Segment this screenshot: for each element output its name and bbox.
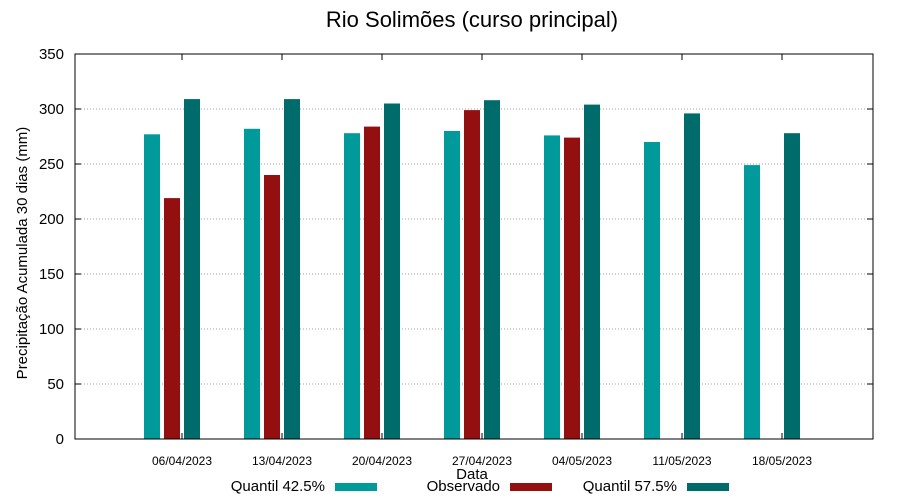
y-tick-label: 150 [39, 266, 64, 283]
y-tick-label: 100 [39, 321, 64, 338]
x-axis-label: Data [456, 466, 488, 483]
bars [144, 99, 800, 440]
legend-label: Quantil 57.5% [583, 478, 677, 495]
y-tick-label: 50 [47, 376, 64, 393]
bar [784, 133, 800, 439]
x-axis: 06/04/2023 13/04/2023 20/04/2023 27/04/2023… [152, 54, 812, 468]
x-tick-label: 13/04/2023 [252, 454, 312, 468]
legend-label: Observado [427, 478, 500, 495]
bar [744, 165, 760, 439]
y-tick-label: 0 [56, 431, 64, 448]
bar [364, 126, 380, 439]
bar [484, 100, 500, 439]
legend: Quantil 42.5% Observado Quantil 57.5% [231, 478, 729, 495]
bar [184, 99, 200, 439]
y-tick-label: 250 [39, 156, 64, 173]
y-tick-label: 200 [39, 211, 64, 228]
legend-swatch [335, 483, 377, 491]
bar [244, 128, 260, 440]
y-tick-label: 350 [39, 46, 64, 63]
x-tick-label: 20/04/2023 [352, 454, 412, 468]
y-tick-label: 300 [39, 101, 64, 118]
x-tick-label: 18/05/2023 [752, 454, 812, 468]
bar [264, 175, 280, 439]
y-axis-label: Precipitação Acumulada 30 dias (mm) [14, 127, 31, 380]
bar [564, 137, 580, 439]
bar [644, 142, 660, 439]
x-tick-label: 06/04/2023 [152, 454, 212, 468]
x-tick-label: 11/05/2023 [652, 454, 711, 468]
bar [384, 103, 400, 439]
bar [584, 104, 600, 439]
legend-swatch [510, 483, 552, 491]
legend-swatch [687, 483, 729, 491]
bar [144, 134, 160, 440]
bar [284, 99, 300, 439]
bar [684, 113, 700, 440]
x-tick-label: 27/04/2023 [452, 454, 512, 468]
bar [544, 135, 560, 439]
plot-frame [74, 53, 874, 440]
bar [344, 133, 360, 439]
legend-label: Quantil 42.5% [231, 478, 325, 495]
chart-title: Rio Solimões (curso principal) [326, 7, 618, 32]
bar [464, 110, 480, 439]
x-tick-label: 04/05/2023 [552, 454, 612, 468]
y-axis: 0 50 100 150 200 250 300 350 [39, 46, 873, 448]
bar [444, 131, 460, 439]
bar [164, 198, 180, 439]
